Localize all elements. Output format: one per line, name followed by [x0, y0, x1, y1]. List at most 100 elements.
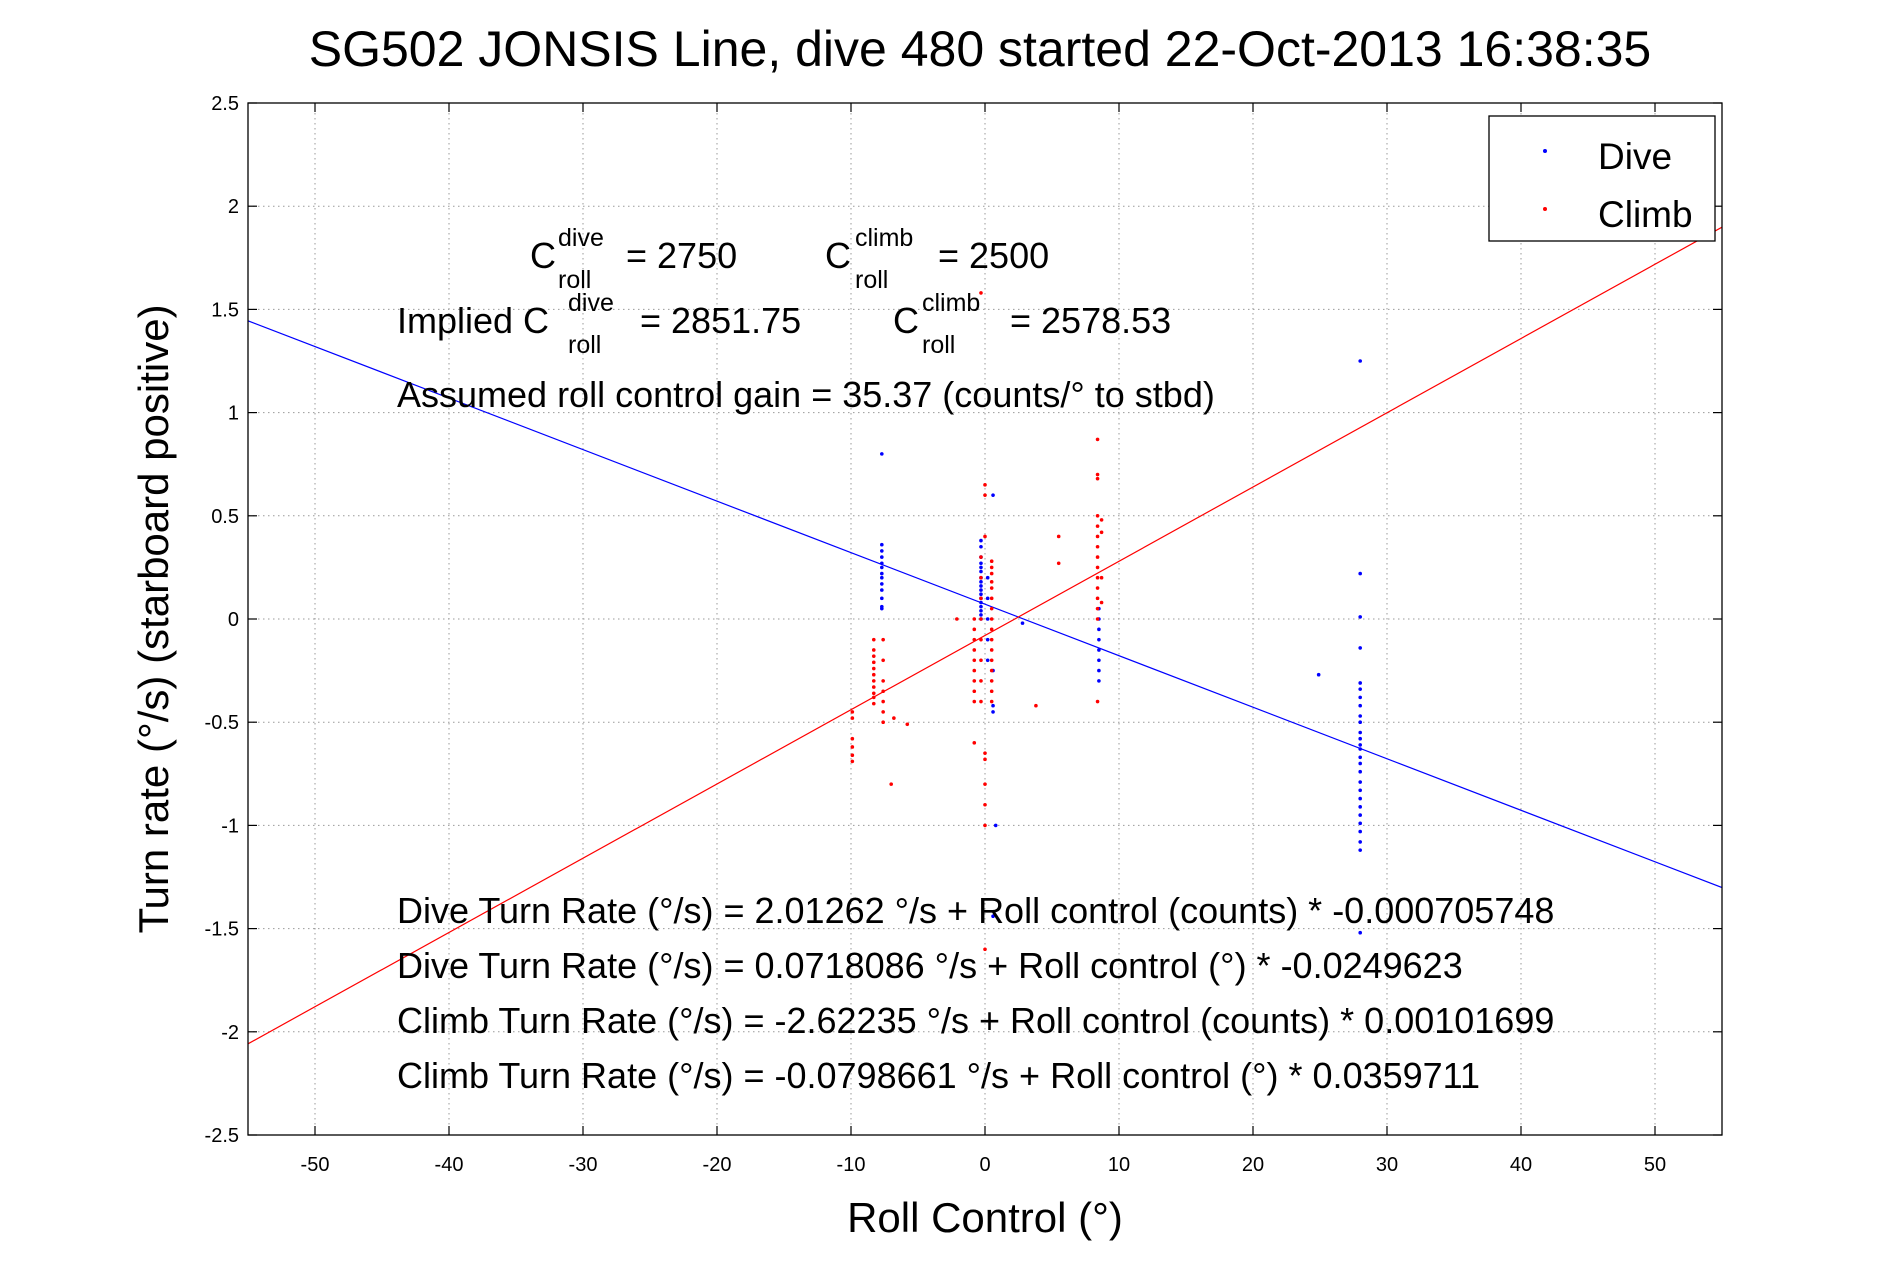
point-climb: [979, 617, 983, 621]
x-tick-label: 10: [1108, 1154, 1130, 1176]
equation-dive-degrees: Dive Turn Rate (°/s) = 0.0718086 °/s + R…: [397, 945, 1463, 986]
point-dive: [1097, 648, 1101, 652]
point-climb: [972, 668, 977, 673]
legend-dive-label: Dive: [1598, 136, 1672, 177]
point-dive: [991, 710, 995, 714]
point-climb: [881, 658, 885, 663]
point-climb: [871, 660, 876, 665]
y-tick-label: -1.5: [205, 919, 239, 941]
chart-title: SG502 JONSIS Line, dive 480 started 22-O…: [309, 21, 1651, 77]
y-tick-label: -0.5: [205, 712, 239, 734]
point-dive: [880, 452, 884, 456]
point-dive: [1358, 736, 1362, 741]
point-climb: [871, 685, 876, 689]
point-climb: [1095, 555, 1100, 559]
point-dive: [979, 565, 983, 570]
point-climb: [972, 658, 977, 663]
point-dive: [985, 617, 990, 621]
point-climb: [983, 757, 987, 762]
point-dive: [1097, 637, 1101, 642]
point-climb: [1056, 561, 1061, 566]
point-climb: [1095, 565, 1100, 570]
point-climb: [1095, 534, 1100, 539]
point-climb: [871, 654, 876, 658]
point-dive: [1358, 646, 1362, 650]
point-dive: [1358, 829, 1362, 834]
x-tick-label: -20: [703, 1154, 732, 1176]
y-tick-label: 1.5: [211, 299, 239, 321]
point-climb: [989, 586, 994, 590]
implied-climb-value: = 2578.53: [1010, 300, 1171, 341]
point-dive: [1358, 796, 1362, 801]
point-climb: [871, 672, 876, 677]
point-climb: [850, 710, 855, 714]
point-climb: [972, 741, 977, 745]
implied-dive-sup: dive: [568, 289, 614, 317]
point-climb: [972, 637, 977, 642]
point-dive: [985, 637, 990, 642]
point-climb: [979, 658, 983, 663]
point-dive: [1097, 679, 1101, 683]
point-dive: [979, 604, 983, 609]
point-climb: [881, 679, 885, 683]
point-climb: [892, 716, 896, 720]
point-climb: [871, 679, 876, 683]
point-climb: [983, 483, 987, 487]
x-axis-label: Roll Control (°): [847, 1194, 1123, 1241]
x-tick-label: -10: [837, 1154, 866, 1176]
point-climb: [1095, 476, 1100, 481]
point-dive: [1358, 821, 1362, 826]
point-climb: [979, 637, 983, 642]
y-tick-label: -2: [221, 1022, 239, 1044]
point-climb: [871, 637, 876, 642]
point-dive: [979, 561, 983, 566]
point-dive: [1358, 695, 1362, 700]
point-dive: [979, 569, 983, 574]
point-dive: [880, 561, 884, 566]
c-climb-sup: climb: [855, 224, 913, 252]
point-dive: [985, 596, 990, 601]
point-climb: [1095, 586, 1100, 590]
point-dive: [880, 555, 884, 559]
point-dive: [1358, 687, 1362, 691]
point-dive: [1358, 571, 1362, 576]
point-climb: [889, 782, 893, 786]
point-dive: [880, 542, 884, 547]
x-tick-label: 40: [1510, 1154, 1532, 1176]
point-climb: [972, 627, 977, 632]
y-tick-label: 2.5: [211, 93, 239, 115]
point-dive: [1358, 730, 1362, 735]
point-dive: [979, 544, 983, 549]
point-dive: [979, 580, 983, 584]
point-climb: [972, 699, 977, 704]
point-climb: [989, 668, 994, 673]
point-climb: [1095, 575, 1100, 580]
point-climb: [989, 565, 994, 570]
point-climb: [850, 716, 855, 720]
point-climb: [989, 689, 994, 694]
point-climb: [1095, 514, 1100, 518]
point-climb: [871, 695, 876, 700]
point-dive: [880, 549, 884, 553]
point-climb: [850, 745, 855, 749]
point-dive: [1316, 672, 1321, 677]
point-climb: [1099, 530, 1104, 535]
point-climb: [989, 648, 994, 652]
plot-frame: [247, 102, 1723, 1136]
point-dive: [1358, 720, 1362, 724]
point-dive: [979, 592, 983, 597]
legend-dive-marker: [1543, 149, 1547, 153]
point-dive: [1358, 769, 1362, 774]
point-dive: [1358, 359, 1362, 363]
point-climb: [881, 720, 885, 724]
point-climb: [972, 648, 977, 652]
legend-box: [1488, 115, 1716, 242]
fit-line-climb: [248, 226, 1722, 1045]
point-climb: [850, 759, 855, 764]
y-tick-label: -1: [221, 815, 239, 837]
point-dive: [1358, 805, 1362, 809]
point-climb: [983, 751, 987, 755]
point-dive: [1020, 621, 1025, 625]
point-dive: [979, 584, 983, 588]
